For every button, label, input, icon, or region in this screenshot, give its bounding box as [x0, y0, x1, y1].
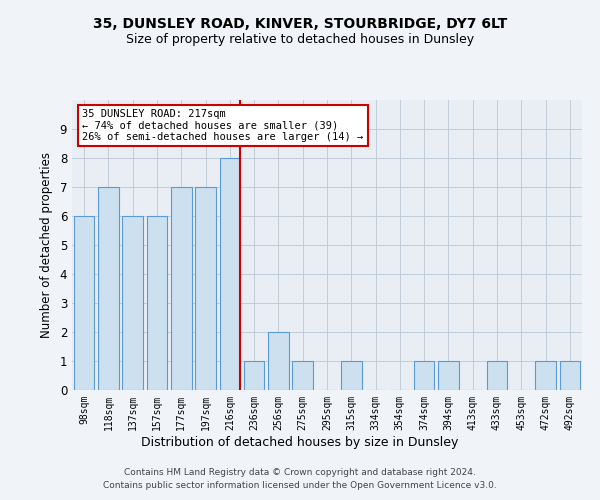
Text: Contains HM Land Registry data © Crown copyright and database right 2024.: Contains HM Land Registry data © Crown c… — [124, 468, 476, 477]
Bar — [220, 158, 240, 390]
Bar — [98, 187, 119, 390]
Bar — [171, 187, 191, 390]
Text: 35, DUNSLEY ROAD, KINVER, STOURBRIDGE, DY7 6LT: 35, DUNSLEY ROAD, KINVER, STOURBRIDGE, D… — [93, 18, 507, 32]
Bar — [146, 216, 167, 390]
Text: 35 DUNSLEY ROAD: 217sqm
← 74% of detached houses are smaller (39)
26% of semi-de: 35 DUNSLEY ROAD: 217sqm ← 74% of detache… — [82, 108, 364, 142]
Text: Size of property relative to detached houses in Dunsley: Size of property relative to detached ho… — [126, 32, 474, 46]
Bar — [438, 361, 459, 390]
Y-axis label: Number of detached properties: Number of detached properties — [40, 152, 53, 338]
Bar — [560, 361, 580, 390]
Bar — [195, 187, 216, 390]
Text: Contains public sector information licensed under the Open Government Licence v3: Contains public sector information licen… — [103, 482, 497, 490]
Text: Distribution of detached houses by size in Dunsley: Distribution of detached houses by size … — [142, 436, 458, 449]
Bar — [268, 332, 289, 390]
Bar — [122, 216, 143, 390]
Bar — [341, 361, 362, 390]
Bar — [487, 361, 508, 390]
Bar — [535, 361, 556, 390]
Bar — [74, 216, 94, 390]
Bar — [292, 361, 313, 390]
Bar — [414, 361, 434, 390]
Bar — [244, 361, 265, 390]
